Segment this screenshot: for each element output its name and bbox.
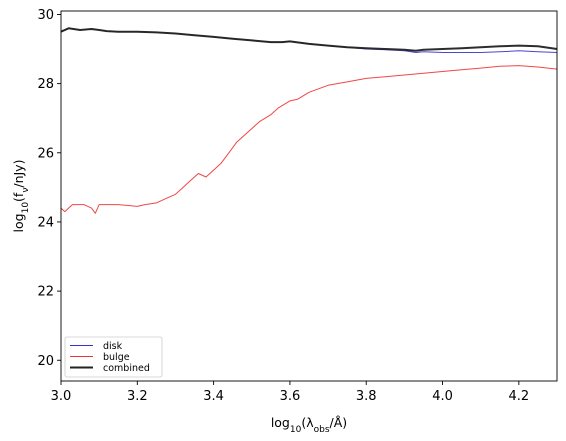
plot-frame (60, 10, 558, 382)
y-axis-label-mid: (f (11, 192, 26, 202)
y-axis-label-sub1: 10 (21, 202, 31, 214)
x-axis-label-mid: (λ (301, 415, 314, 430)
x-tick-label: 3.6 (280, 389, 301, 404)
y-axis-label-sub2: ν (21, 188, 31, 193)
y-tick-label: 26 (37, 146, 54, 161)
legend: disk bulge combined (64, 336, 163, 378)
series-line-bulge (60, 65, 558, 214)
y-axis-label-end: /nJy) (11, 160, 26, 188)
x-tick-label: 4.2 (509, 389, 530, 404)
legend-label-disk: disk (103, 341, 123, 352)
y-tick-label: 30 (37, 8, 54, 23)
series-line-combined (60, 27, 558, 52)
y-tick-label: 24 (37, 215, 54, 230)
y-axis-ticks: 20 22 24 26 28 30 (37, 8, 61, 369)
x-tick-label: 3.8 (356, 389, 377, 404)
x-axis-label-sub2: obs (314, 425, 330, 435)
legend-label-combined: combined (103, 363, 150, 374)
y-tick-label: 28 (37, 77, 54, 92)
legend-label-bulge: bulge (103, 352, 130, 363)
x-tick-label: 3.0 (51, 389, 72, 404)
y-axis-label: log10(fν/nJy) (11, 160, 31, 233)
y-axis-label-base: log (11, 213, 26, 232)
series-layer (60, 27, 558, 214)
x-axis-label-end: /Å) (330, 415, 348, 430)
x-tick-label: 3.2 (127, 389, 148, 404)
x-axis-ticks: 3.0 3.2 3.4 3.6 3.8 4.0 4.2 (51, 381, 530, 404)
x-tick-label: 4.0 (432, 389, 453, 404)
x-axis-label-sub1: 10 (290, 425, 302, 435)
y-tick-label: 22 (37, 285, 54, 300)
x-axis-label-base: log (271, 415, 290, 430)
y-tick-label: 20 (37, 354, 54, 369)
x-tick-label: 3.4 (203, 389, 224, 404)
x-axis-label: log10(λobs/Å) (271, 415, 347, 435)
